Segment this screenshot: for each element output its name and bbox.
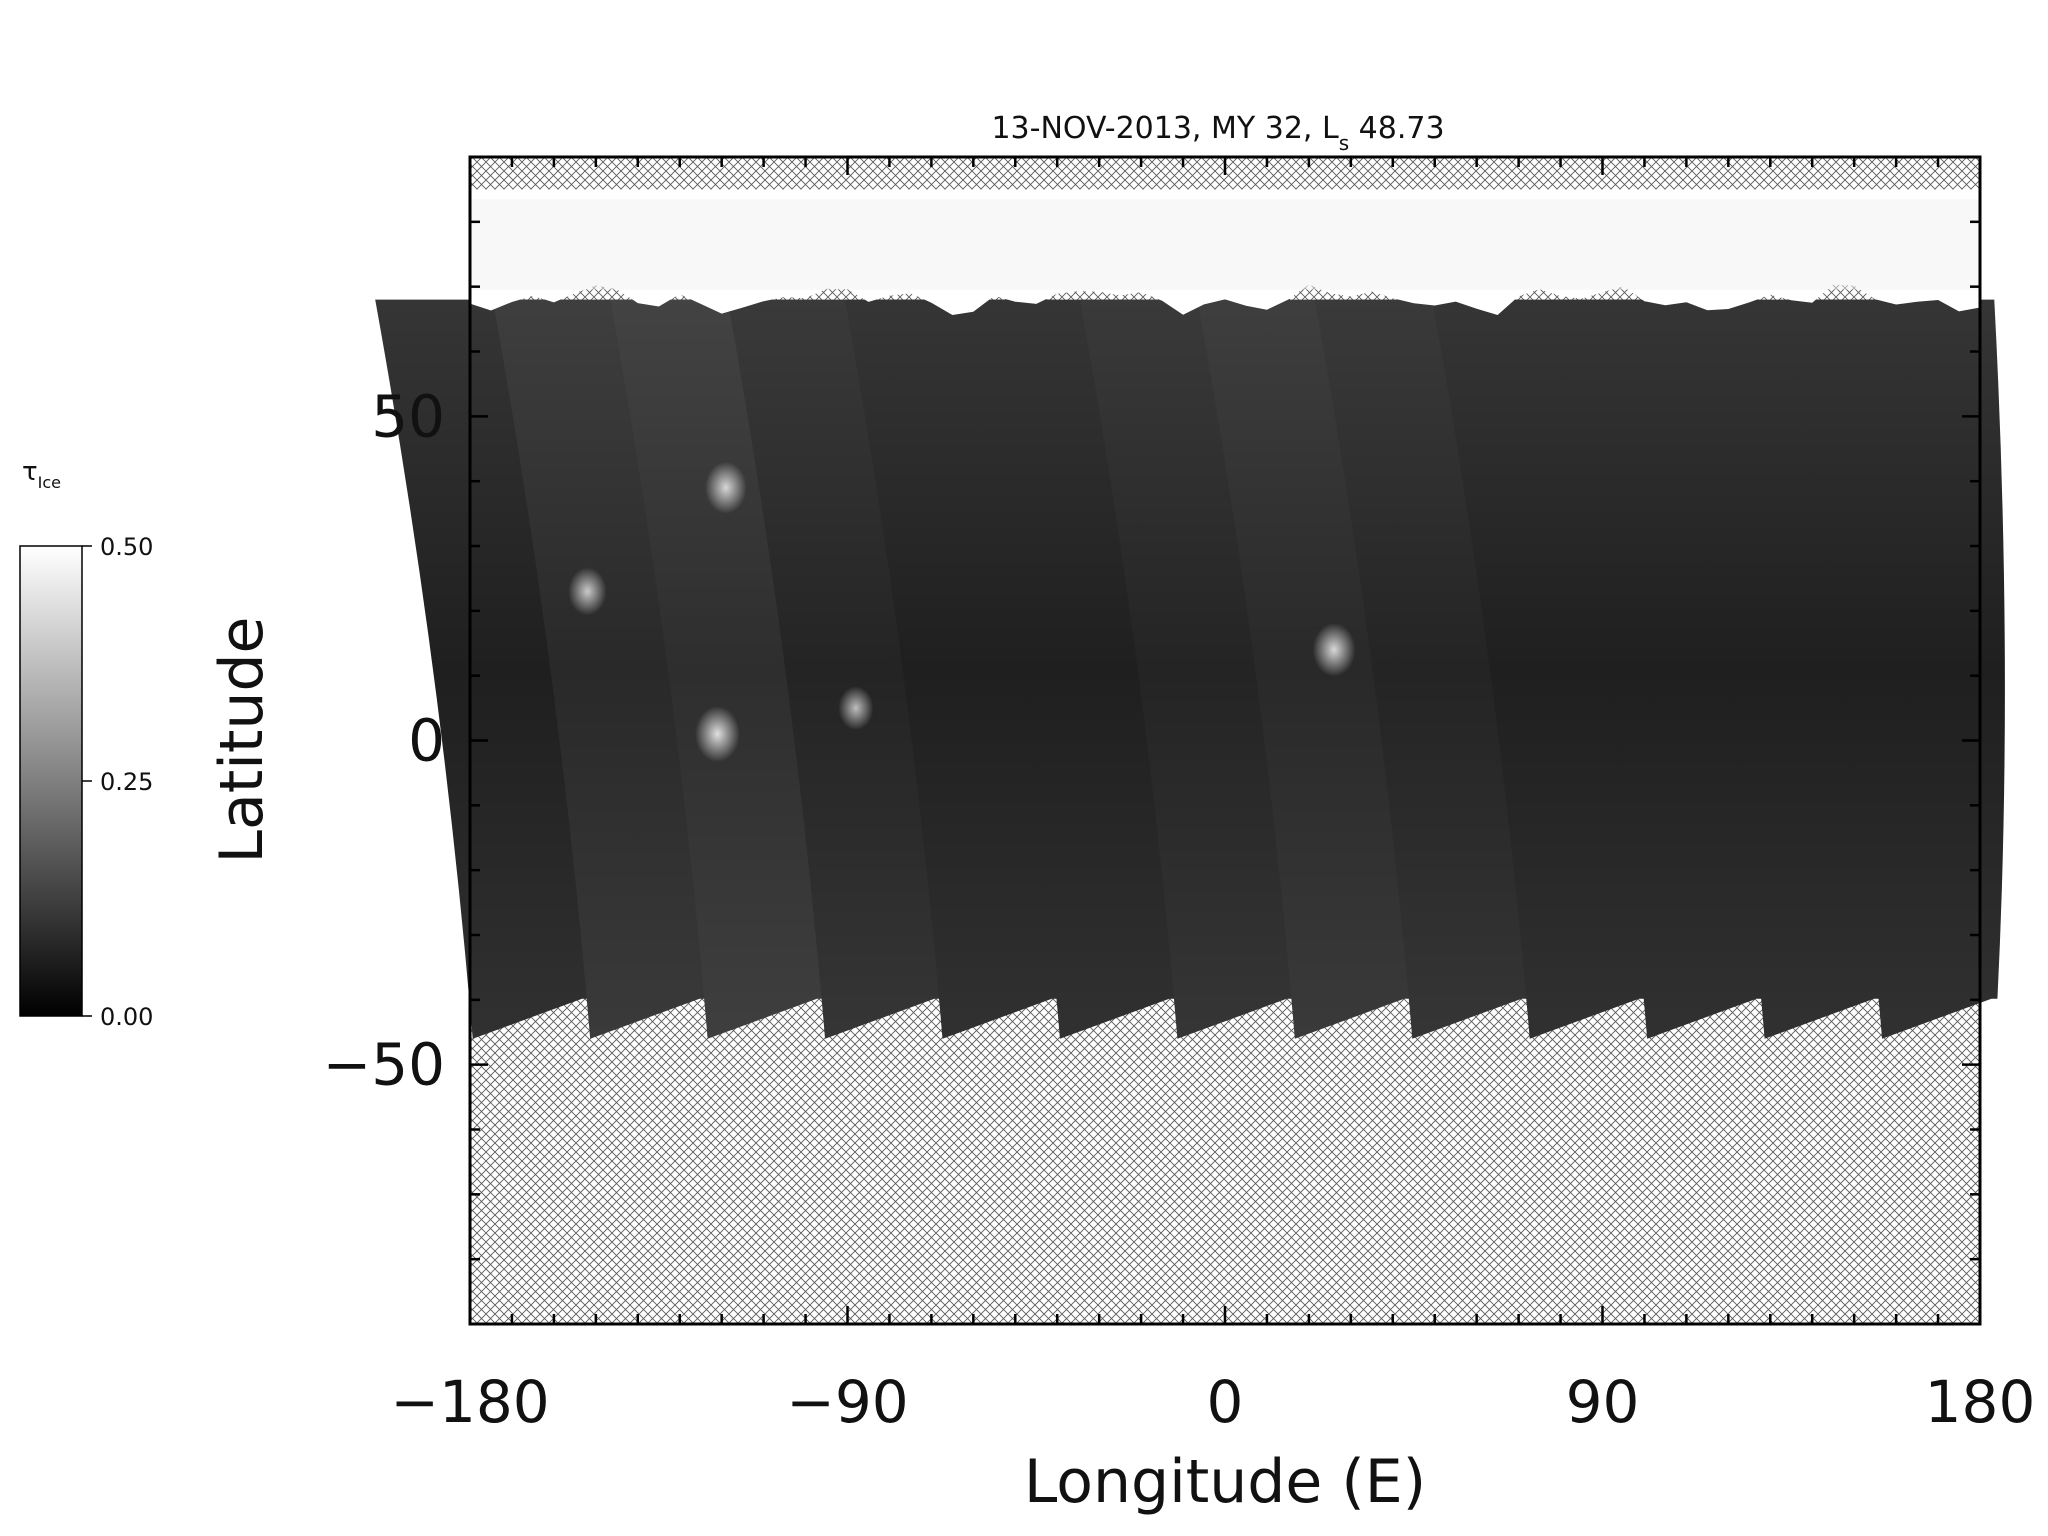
colorbar: τIce 0.00 0.25 0.50 (19, 457, 153, 1031)
x-tick-label: −90 (786, 1368, 908, 1436)
y-tick-label: −50 (323, 1031, 445, 1099)
x-tick-label: 0 (1207, 1368, 1244, 1436)
bright-spot (838, 686, 874, 731)
bright-spot (705, 461, 747, 514)
colorbar-label: τIce (22, 457, 61, 492)
bright-spot-layer (568, 461, 1356, 763)
colorbar-gradient (19, 545, 83, 1017)
y-tick-labels: −50 0 50 (323, 382, 445, 1098)
x-tick-label: 180 (1925, 1368, 2036, 1436)
x-tick-label: 90 (1566, 1368, 1640, 1436)
data-swath-shading (1784, 299, 2005, 1039)
colorbar-tick-label: 0.25 (100, 768, 153, 796)
x-tick-labels: −180 −90 0 90 180 (390, 1368, 2035, 1436)
bright-spot (568, 567, 607, 616)
y-axis-label: Latitude (207, 617, 277, 864)
polar-cap-texture (470, 199, 1980, 290)
tick-marks (468, 155, 1982, 1326)
chart-title: 13-NOV-2013, MY 32, Ls 48.73 (991, 111, 1444, 155)
x-axis-label: Longitude (E) (1024, 1447, 1426, 1517)
bright-spot (1312, 622, 1356, 677)
colorbar-tick-label: 0.00 (100, 1003, 153, 1031)
bright-spot (695, 706, 740, 763)
y-tick-label: 50 (371, 382, 445, 450)
swath-layer (375, 299, 2005, 1039)
x-tick-label: −180 (390, 1368, 549, 1436)
colorbar-ticks: 0.00 0.25 0.50 (82, 533, 153, 1031)
plot-area (375, 155, 2005, 1326)
polar-cap-layer (470, 189, 1980, 315)
colorbar-tick-label: 0.50 (100, 533, 153, 561)
y-tick-label: 0 (408, 707, 445, 775)
